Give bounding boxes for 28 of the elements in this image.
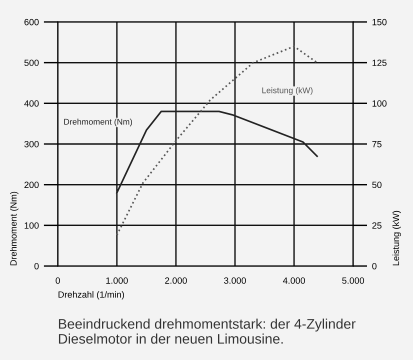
y-tick-label: 500 bbox=[24, 60, 39, 66]
text: Leistung (kW) bbox=[262, 87, 313, 95]
x-axis-title: Drehzahl (1/min) bbox=[58, 291, 124, 300]
y2-tick-label: 125 bbox=[372, 60, 387, 66]
x-tick-label: 3.000 bbox=[224, 277, 246, 284]
y-tick-label: 400 bbox=[24, 100, 39, 107]
x-tick-label: 0 bbox=[56, 277, 60, 284]
x-tick-label: 2.000 bbox=[165, 277, 187, 284]
y2-tick-label: 100 bbox=[372, 100, 387, 107]
y2-tick-label: 150 bbox=[372, 18, 387, 26]
y2-tick-label: 25 bbox=[372, 222, 382, 229]
x-tick-label: 5.000 bbox=[342, 277, 364, 284]
y-tick-label: 100 bbox=[24, 222, 39, 229]
y2-axis-title: Leistung (kW) bbox=[392, 210, 401, 266]
y2-tick-label: 75 bbox=[372, 141, 382, 148]
x-tick-label: 4.000 bbox=[282, 277, 305, 284]
y-tick-label: 300 bbox=[24, 140, 39, 148]
line-series bbox=[116, 110, 318, 194]
y-tick-label: 200 bbox=[24, 182, 39, 188]
y-tick-label: 0 bbox=[34, 263, 39, 270]
y2-tick-label: 50 bbox=[372, 182, 382, 188]
text: Beeindruckend drehmomentstark: der 4-Zylinder Dieselmotor in der neuen Limousine. bbox=[58, 318, 356, 344]
y-tick-label: 600 bbox=[24, 18, 39, 26]
y2-tick-label: 0 bbox=[372, 263, 377, 270]
line-series bbox=[116, 46, 318, 236]
x-tick-label: 1.000 bbox=[106, 277, 128, 284]
series-label: Drehmoment (Nm) bbox=[64, 118, 132, 126]
y-axis-title: Drehmoment (Nm) bbox=[10, 192, 18, 266]
